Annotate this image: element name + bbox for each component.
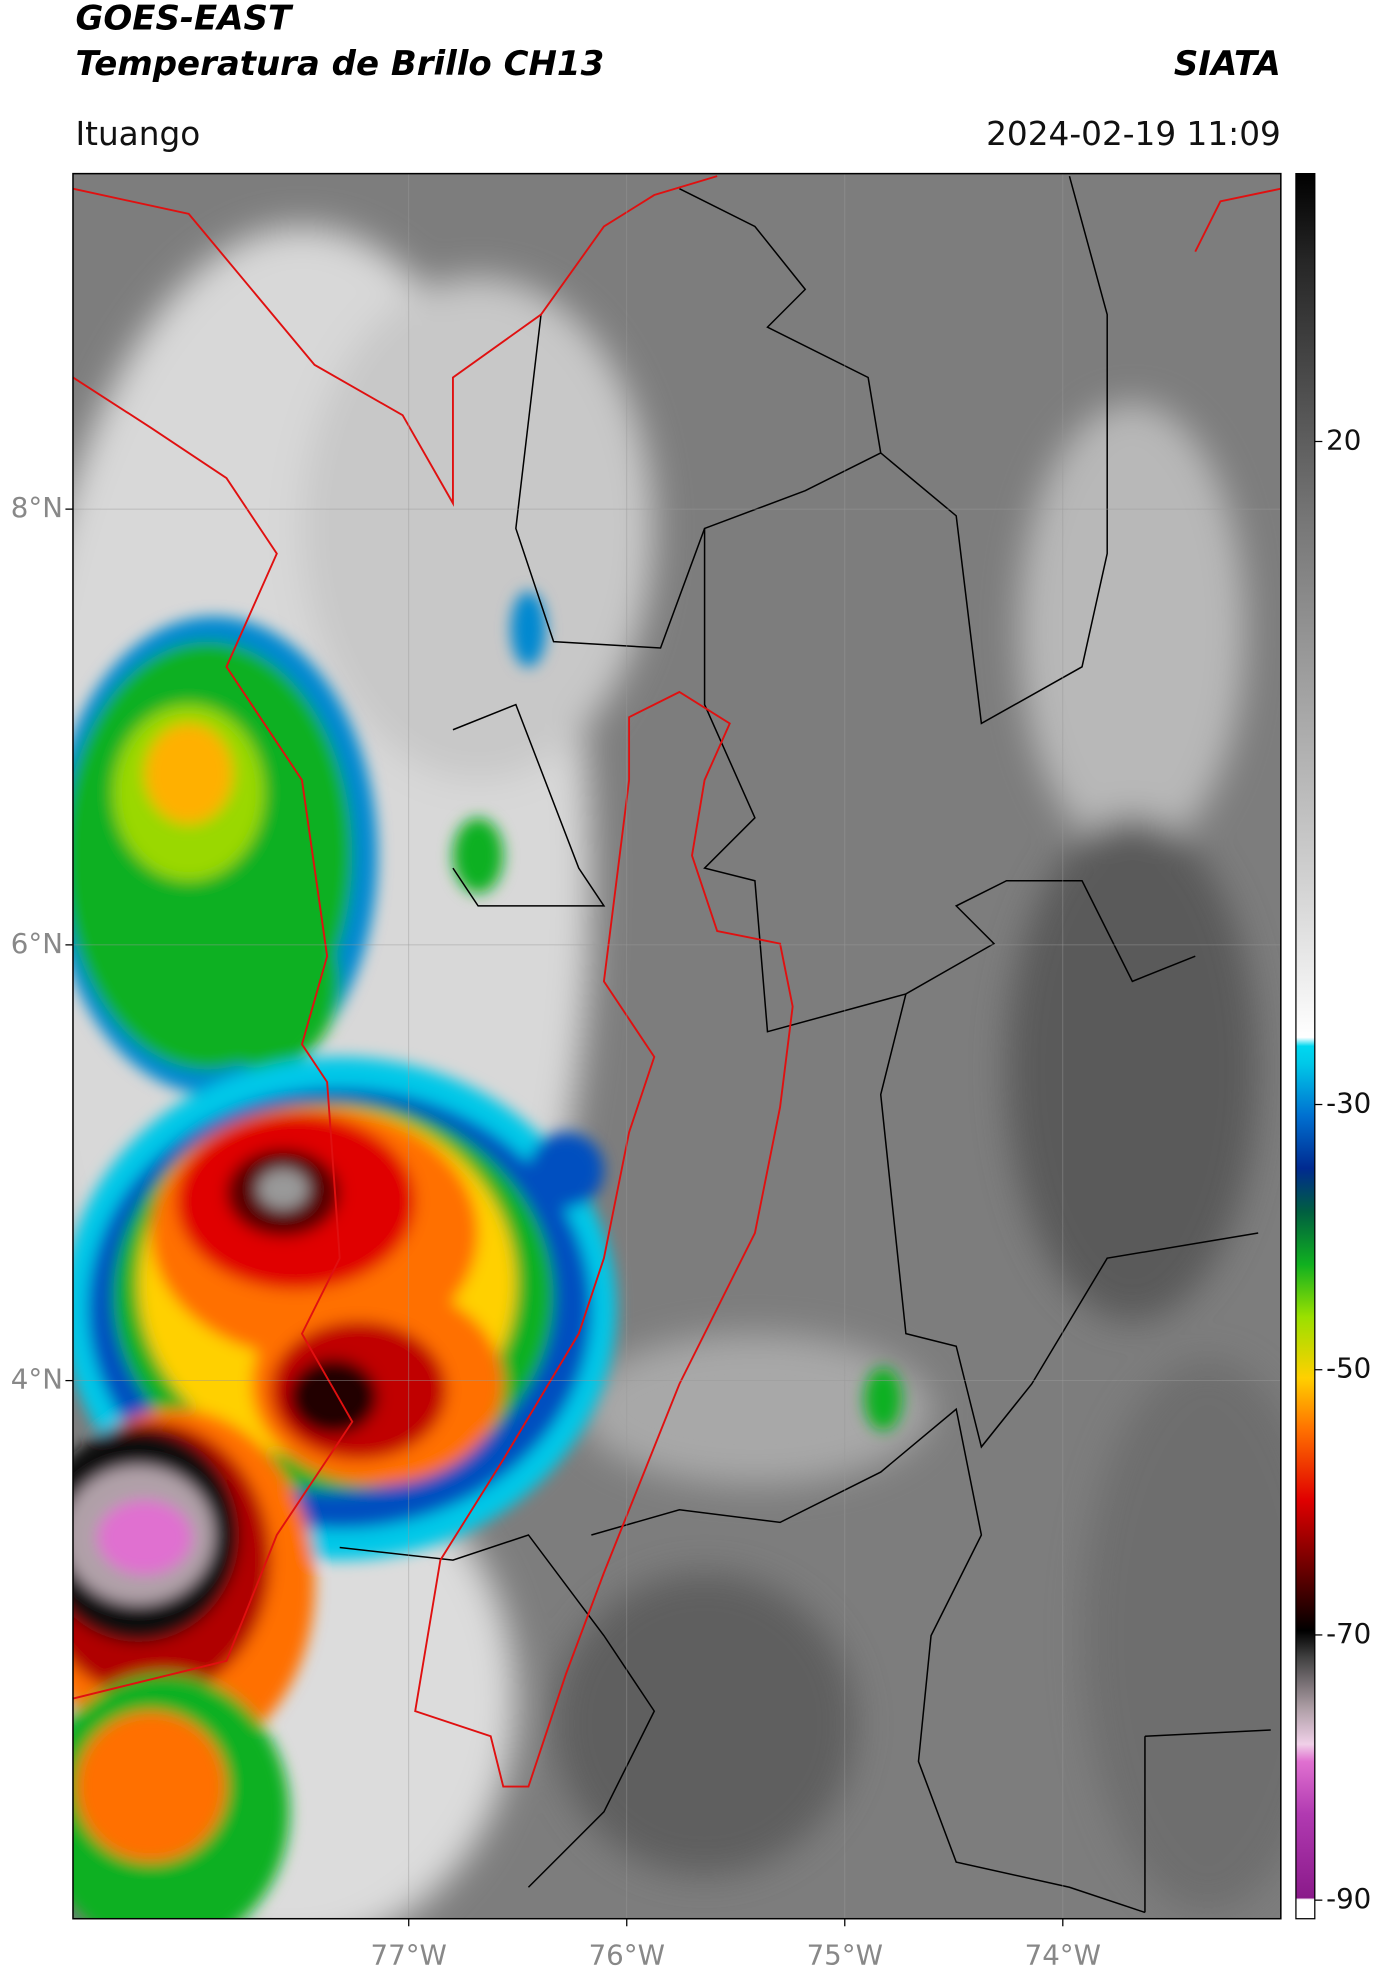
colorbar-tick-label: -30 [1326,1087,1371,1120]
lat-tick-label: 6°N [11,927,63,960]
title-line1: GOES-EAST [75,0,293,39]
colorbar-tick-label: -50 [1326,1352,1371,1385]
location: Ituango [75,115,200,153]
colorbar-tick-label: 20 [1326,423,1361,456]
lon-tick-label: 76°W [589,1938,665,1971]
colorbar [1295,172,1316,1920]
colorbar-tick-label: -70 [1326,1617,1371,1650]
lon-tick-label: 75°W [807,1938,883,1971]
datetime: 2024-02-19 11:09 [986,115,1281,153]
lat-tick-label: 4°N [11,1363,63,1396]
map-frame [72,172,1282,1920]
satellite-image [72,173,1281,1919]
title-line2: Temperatura de Brillo CH13 [75,44,604,84]
graticule [65,173,1281,1927]
lon-tick-label: 77°W [371,1938,447,1971]
lat-tick-label: 8°N [11,491,63,524]
colorbar-tick-label: -90 [1326,1882,1371,1915]
brand: SIATA [1174,44,1281,84]
lon-tick-label: 74°W [1025,1938,1101,1971]
